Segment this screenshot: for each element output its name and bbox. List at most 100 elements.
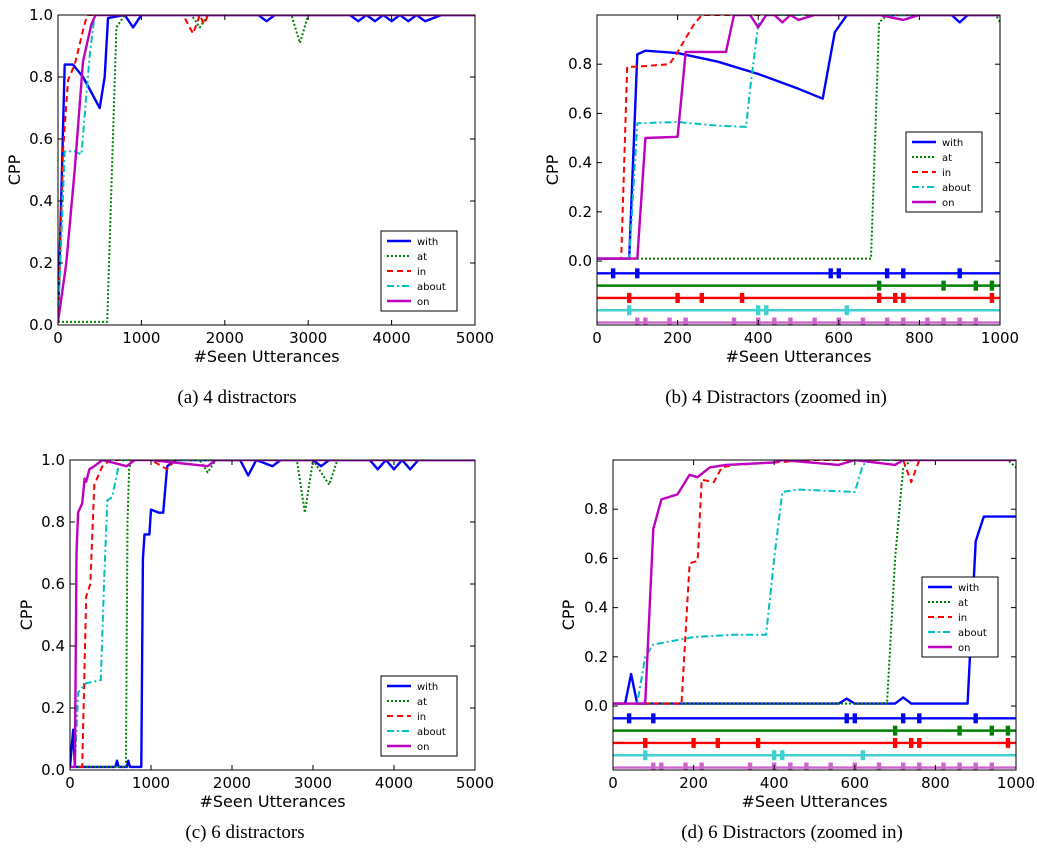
event-marker-on xyxy=(747,762,753,770)
y-tick-label: 0.0 xyxy=(584,697,608,715)
y-tick-label: 1.0 xyxy=(29,6,53,24)
legend-label: with xyxy=(942,138,963,149)
series-line-with xyxy=(58,15,475,322)
x-tick-label: 3000 xyxy=(289,329,327,347)
event-marker-about xyxy=(772,750,777,761)
event-marker-with xyxy=(901,268,906,279)
event-marker-with xyxy=(957,268,962,279)
event-marker-on xyxy=(900,762,906,770)
legend: with at in about on xyxy=(905,131,983,213)
x-tick-label: 200 xyxy=(663,329,692,347)
legend-label: about xyxy=(942,183,971,194)
event-marker-on xyxy=(635,317,640,325)
legend-box xyxy=(380,675,458,757)
y-axis-label: CPP xyxy=(5,154,24,185)
x-tick-label: 0 xyxy=(592,329,602,347)
event-marker-on xyxy=(772,317,777,325)
event-marker-in xyxy=(893,292,898,303)
x-tick-label: 2000 xyxy=(206,329,244,347)
x-axis-label: #Seen Utterances xyxy=(199,792,345,811)
plot-area xyxy=(613,460,1016,770)
x-tick-label: 4000 xyxy=(373,329,411,347)
y-tick-label: 0.2 xyxy=(568,203,592,221)
x-tick-label: 200 xyxy=(679,774,708,792)
y-tick-label: 0.8 xyxy=(568,55,592,73)
y-tick-label: 0.0 xyxy=(29,316,53,334)
event-marker-on xyxy=(659,762,664,770)
event-marker-with xyxy=(635,268,640,279)
event-marker-at xyxy=(989,725,995,736)
series-line-at xyxy=(597,15,1000,260)
series-line-in xyxy=(597,15,1000,260)
legend-box xyxy=(905,131,983,213)
axes-frame xyxy=(596,14,1001,326)
event-marker-on xyxy=(957,317,962,325)
x-tick-label: 600 xyxy=(840,774,869,792)
x-tick-label: 400 xyxy=(744,329,773,347)
legend-label: in xyxy=(417,267,426,278)
series-line-on xyxy=(70,460,475,769)
y-axis-label: CPP xyxy=(559,599,578,630)
plot-area xyxy=(70,460,475,769)
x-tick-label: 800 xyxy=(921,774,950,792)
event-marker-on xyxy=(667,317,672,325)
y-tick-label: 0.0 xyxy=(41,761,65,779)
event-marker-about xyxy=(844,305,850,316)
y-tick-label: 0.2 xyxy=(584,648,608,666)
event-marker-at xyxy=(989,280,995,291)
legend: with at in about on xyxy=(380,675,458,757)
event-marker-on xyxy=(699,762,704,770)
event-marker-on xyxy=(828,762,833,770)
event-marker-on xyxy=(643,317,648,325)
event-marker-with xyxy=(884,268,890,279)
series-line-in xyxy=(70,460,475,768)
y-axis-label: CPP xyxy=(543,154,562,185)
legend-label: at xyxy=(417,697,427,708)
x-tick-label: 5000 xyxy=(456,329,494,347)
legend-label: at xyxy=(958,598,968,609)
y-tick-label: 0.6 xyxy=(41,575,65,593)
legend-label: on xyxy=(958,643,970,654)
plot-area xyxy=(597,15,1000,325)
y-tick-label: 0.8 xyxy=(29,68,53,86)
event-marker-in xyxy=(876,292,882,303)
axes-frame xyxy=(57,14,476,326)
axes-frame xyxy=(612,459,1017,771)
event-marker-in xyxy=(901,292,906,303)
series-line-at xyxy=(613,460,1016,705)
legend-label: on xyxy=(417,742,429,753)
event-marker-on xyxy=(973,762,978,770)
panel-caption: (c) 6 distractors xyxy=(185,822,304,843)
event-marker-on xyxy=(788,317,793,325)
event-marker-on xyxy=(941,762,946,770)
legend-label: in xyxy=(417,712,426,723)
event-marker-on xyxy=(876,762,882,770)
event-marker-about xyxy=(643,750,648,761)
event-marker-in xyxy=(699,292,704,303)
x-tick-label: 600 xyxy=(824,329,853,347)
series-line-on xyxy=(613,460,1016,705)
legend-label: in xyxy=(942,168,951,179)
legend-label: about xyxy=(958,628,987,639)
event-marker-on xyxy=(731,317,737,325)
event-marker-with xyxy=(973,713,978,724)
x-axis-label: #Seen Utterances xyxy=(193,347,339,366)
event-marker-on xyxy=(925,317,930,325)
x-tick-label: 0 xyxy=(65,774,75,792)
event-marker-about xyxy=(627,305,632,316)
legend-label: at xyxy=(942,153,952,164)
y-tick-label: 0.8 xyxy=(41,513,65,531)
event-marker-at xyxy=(876,280,882,291)
x-tick-label: 3000 xyxy=(294,774,332,792)
y-tick-label: 0.2 xyxy=(41,699,65,717)
event-marker-about xyxy=(756,305,761,316)
y-tick-label: 0.4 xyxy=(29,192,53,210)
event-marker-on xyxy=(941,317,946,325)
event-marker-at xyxy=(957,725,962,736)
event-marker-on xyxy=(989,762,995,770)
event-marker-with xyxy=(917,713,922,724)
x-tick-label: 1000 xyxy=(132,774,170,792)
chart-panel-a: 0 1000 2000 3000 4000 5000 0.0 0.2 0.4 0.6 0.8 1.0 #… xyxy=(5,6,494,408)
y-tick-label: 0.6 xyxy=(584,549,608,567)
y-tick-label: 0.2 xyxy=(29,254,53,272)
